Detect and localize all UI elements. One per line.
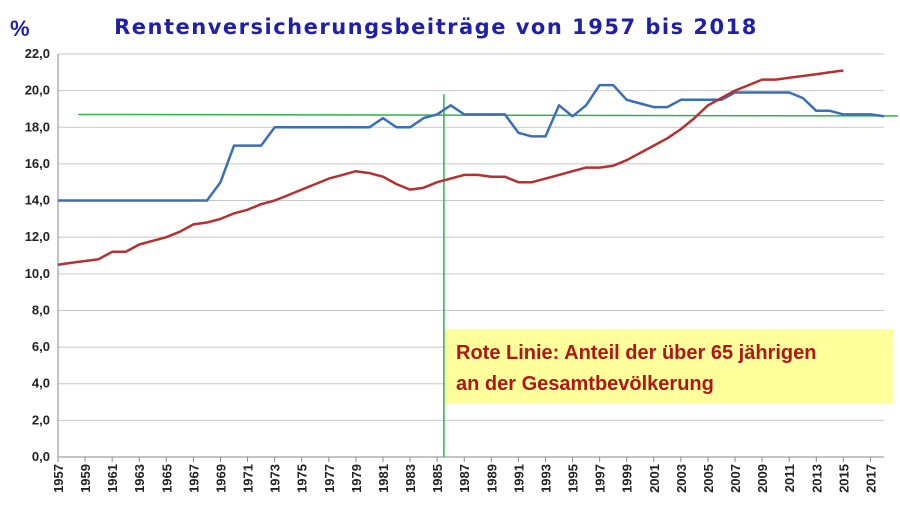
x-tick-label: 1967 — [186, 464, 201, 493]
x-tick-label: 1985 — [430, 464, 445, 493]
x-tick-label: 1979 — [349, 464, 364, 493]
x-tick-label: 1971 — [241, 464, 256, 493]
x-tick-label: 1973 — [268, 464, 283, 493]
series-lines — [57, 69, 885, 266]
x-axis-ticks: 1957 1959 1961 1963 1965 1967 1969 1971 1973 1975… — [51, 457, 878, 493]
x-tick-label: 2005 — [701, 464, 716, 493]
annotation-line-1: Rote Linie: Anteil der über 65 jährigen — [456, 342, 816, 364]
x-tick-label: 1993 — [538, 464, 553, 493]
x-tick-label: 1991 — [511, 464, 526, 493]
x-tick-label: 1981 — [376, 464, 391, 493]
x-tick-label: 2001 — [647, 464, 662, 493]
y-axis-unit-label: % — [10, 16, 30, 41]
x-tick-label: 1969 — [213, 464, 228, 493]
axes — [57, 54, 884, 458]
x-tick-label: 1957 — [51, 464, 66, 493]
x-tick-label: 1961 — [105, 464, 120, 493]
series-line-2 — [57, 69, 844, 266]
y-tick-label: 16,0 — [25, 156, 50, 171]
x-tick-label: 1987 — [457, 464, 472, 493]
y-tick-label: 12,0 — [25, 229, 50, 244]
x-tick-label: 1965 — [159, 464, 174, 493]
x-tick-label: 1977 — [322, 464, 337, 493]
x-tick-label: 1959 — [78, 464, 93, 493]
y-tick-label: 20,0 — [25, 83, 50, 98]
y-axis-ticks: 0,0 2,0 4,0 6,0 8,0 10,0 12,0 14,0 16,0 18,0 20,0 2… — [25, 46, 50, 464]
x-tick-label: 1983 — [403, 464, 418, 493]
x-tick-label: 1963 — [132, 464, 147, 493]
x-tick-label: 1997 — [593, 464, 608, 493]
annotation-box: Rote Linie: Anteil der über 65 jährigen … — [445, 329, 893, 403]
x-tick-label: 2013 — [809, 464, 824, 493]
x-tick-label: 1995 — [566, 464, 581, 493]
y-tick-label: 4,0 — [32, 376, 50, 391]
x-tick-label: 2017 — [863, 464, 878, 493]
x-tick-label: 1989 — [484, 464, 499, 493]
annotation-background — [445, 329, 893, 403]
x-tick-label: 1975 — [295, 464, 310, 493]
y-tick-label: 2,0 — [32, 412, 50, 427]
x-tick-label: 1999 — [620, 464, 635, 493]
x-tick-label: 2011 — [782, 464, 797, 492]
series-line-1 — [58, 83, 885, 202]
x-tick-label: 2007 — [728, 464, 743, 493]
x-tick-label: 2015 — [836, 464, 851, 493]
y-tick-label: 6,0 — [32, 339, 50, 354]
y-tick-label: 0,0 — [32, 449, 50, 464]
y-tick-label: 8,0 — [32, 302, 50, 317]
y-tick-label: 22,0 — [25, 46, 50, 61]
annotation-line-2: an der Gesamtbevölkerung — [456, 373, 714, 395]
chart-title: Rentenversicherungsbeiträge von 1957 bis… — [114, 15, 758, 39]
y-tick-label: 14,0 — [25, 193, 50, 208]
x-tick-label: 2003 — [674, 464, 689, 493]
y-tick-label: 18,0 — [25, 119, 50, 134]
x-tick-label: 2009 — [755, 464, 770, 493]
y-tick-label: 10,0 — [25, 266, 50, 281]
